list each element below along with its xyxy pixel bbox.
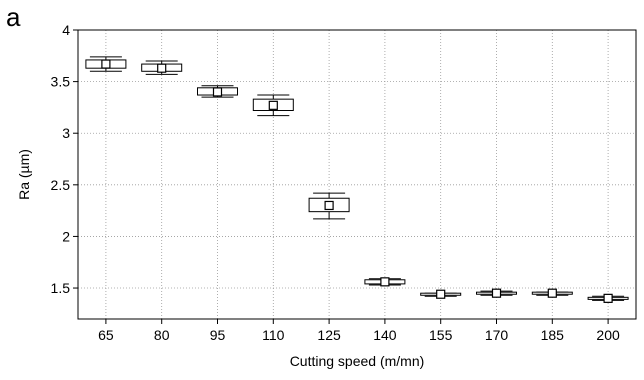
y-tick-label: 3 <box>62 125 70 141</box>
median-marker <box>491 288 502 298</box>
median-marker <box>268 100 278 110</box>
x-tick-label: 110 <box>262 327 285 343</box>
box-series <box>85 56 629 303</box>
y-tick-label: 4 <box>62 22 70 38</box>
x-tick-label: 200 <box>596 327 620 343</box>
median-marker <box>101 59 111 69</box>
box-140 <box>364 277 406 287</box>
panel-label: a <box>6 2 21 32</box>
x-tick-label: 170 <box>485 327 509 343</box>
x-tick-label: 95 <box>210 327 226 343</box>
box-170 <box>476 288 517 298</box>
y-tick-label: 2.5 <box>51 177 71 193</box>
box-200 <box>587 293 629 303</box>
plot-area-frame <box>77 29 637 320</box>
box-110 <box>252 94 294 117</box>
median-marker <box>436 289 446 299</box>
y-tick-label: 1.5 <box>51 280 71 296</box>
median-marker <box>380 277 390 287</box>
x-tick-label: 125 <box>317 327 341 343</box>
y-axis-label: Ra (µm) <box>16 149 32 200</box>
x-tick-label: 65 <box>98 327 114 343</box>
x-axis: 65 80 95 110 125 140 155 170 185 200 <box>98 319 620 343</box>
y-axis: 1.5 2 2.5 3 3.5 4 <box>51 22 78 296</box>
median-marker <box>603 293 613 303</box>
box-65 <box>85 56 127 72</box>
x-tick-label: 155 <box>429 327 453 343</box>
box-125 <box>308 192 350 220</box>
median-marker <box>547 288 557 298</box>
x-tick-label: 80 <box>154 327 170 343</box>
median-marker <box>324 200 334 211</box>
y-tick-label: 2 <box>62 228 70 244</box>
x-axis-label: Cutting speed (m/mn) <box>290 353 425 369</box>
x-tick-label: 185 <box>541 327 565 343</box>
box-95 <box>197 85 238 98</box>
box-80 <box>141 60 183 75</box>
grid-lines <box>78 29 636 319</box>
median-marker <box>212 87 223 97</box>
y-tick-label: 3.5 <box>51 74 71 90</box>
box-185 <box>531 288 573 298</box>
median-marker <box>157 63 167 73</box>
box-155 <box>420 289 462 299</box>
x-tick-label: 140 <box>373 327 397 343</box>
